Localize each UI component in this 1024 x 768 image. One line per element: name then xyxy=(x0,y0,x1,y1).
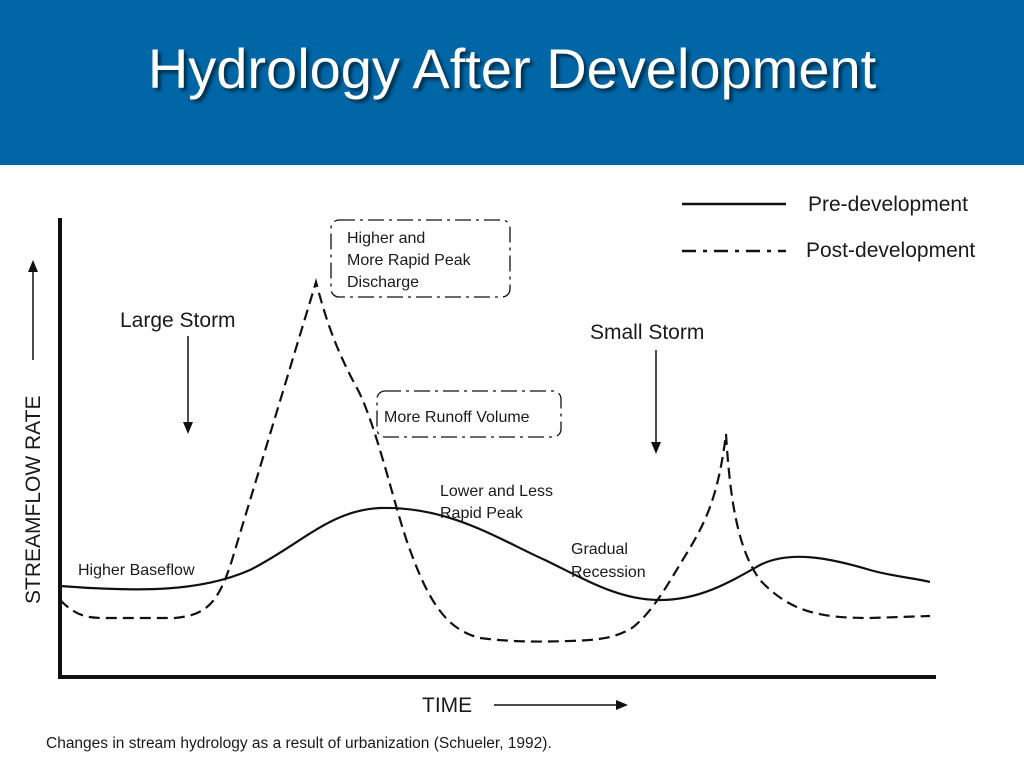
recession-line-1: Gradual xyxy=(571,541,628,558)
large-storm-label: Large Storm xyxy=(120,309,236,332)
runoff-box-label: More Runoff Volume xyxy=(384,409,530,426)
figure-caption: Changes in stream hydrology as a result … xyxy=(46,735,552,752)
post-development-curve xyxy=(59,277,931,643)
peak-box-line-1: Higher and xyxy=(347,230,425,247)
legend-pre-label: Pre-development xyxy=(808,193,968,216)
slide-title: Hydrology After Development xyxy=(147,37,877,100)
lower-peak-line-2: Rapid Peak xyxy=(440,505,524,522)
y-axis-arrow-head xyxy=(28,260,38,272)
peak-discharge-box xyxy=(330,219,511,298)
peak-box-line-3: Discharge xyxy=(347,274,419,291)
x-axis-label: TIME xyxy=(422,694,472,717)
y-axis-label: STREAMFLOW RATE xyxy=(22,396,45,604)
peak-box-line-2: More Rapid Peak xyxy=(347,252,472,269)
baseflow-label: Higher Baseflow xyxy=(78,562,195,579)
title-bar: Hydrology After Development xyxy=(0,0,1024,165)
lower-peak-line-1: Lower and Less xyxy=(440,483,553,500)
large-storm-arrow-head xyxy=(183,422,193,434)
runoff-volume-box xyxy=(376,390,562,438)
pre-development-curve xyxy=(59,506,931,602)
small-storm-arrow-head xyxy=(651,442,661,454)
recession-line-2: Recession xyxy=(571,564,646,581)
legend-post-label: Post-development xyxy=(806,239,975,262)
small-storm-label: Small Storm xyxy=(590,321,704,344)
x-axis-arrow-head xyxy=(616,700,628,710)
